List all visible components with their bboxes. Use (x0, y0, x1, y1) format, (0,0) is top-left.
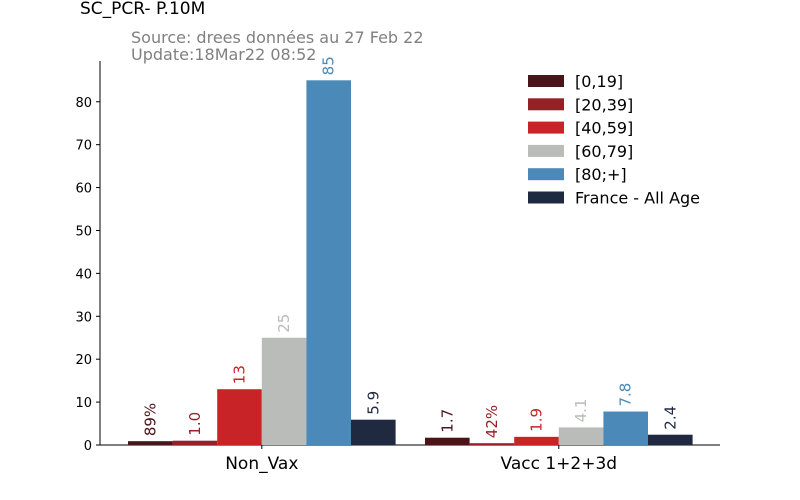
x-tick-label: Vacc 1+2+3d (501, 454, 618, 474)
data-label: 13 (231, 365, 249, 384)
bar (261, 337, 307, 445)
y-tick-label: 40 (75, 267, 92, 282)
legend-swatch (528, 144, 564, 157)
bar (558, 427, 604, 445)
y-tick-label: 10 (75, 396, 92, 411)
data-label: 4.1 (572, 399, 590, 423)
y-tick-label: 80 (75, 96, 92, 111)
bar (514, 436, 559, 445)
bar (172, 440, 218, 445)
axes: 0 10 20 30 40 50 60 70 80 Non_Vax Vacc 1+2+3d (75, 61, 720, 474)
bars: 89% 1.0 13 25 85 5.9 1.7 42% 1.9 4.1 7.8 2.4 (128, 56, 693, 446)
data-label: 1.0 (186, 412, 204, 436)
legend-label: France - All Age (575, 189, 700, 208)
source-note: Source: drees données au 27 Feb 22 (131, 28, 424, 47)
data-label: 2.4 (661, 406, 679, 430)
bar (425, 437, 470, 445)
bar (603, 411, 648, 445)
bar (217, 389, 262, 445)
data-label: 25 (275, 314, 293, 333)
data-label: 1.7 (438, 409, 456, 433)
legend-swatch (528, 98, 564, 111)
legend-swatch (528, 191, 564, 204)
legend-label: [20,39] (575, 95, 633, 114)
y-tick-label: 20 (75, 353, 92, 368)
bar (128, 441, 173, 445)
legend-label: [60,79] (575, 142, 633, 161)
bar (306, 80, 351, 446)
data-label: 85 (320, 56, 338, 75)
bar (648, 434, 693, 445)
legend: [0,19] [20,39] [40,59] [60,79] [80;+] France … (528, 72, 700, 208)
y-tick-label: 70 (75, 139, 92, 154)
y-tick-label: 60 (75, 182, 92, 197)
update-note: Update:18Mar22 08:52 (131, 45, 316, 64)
legend-swatch (528, 168, 564, 181)
data-label: 1.9 (528, 408, 546, 432)
legend-swatch (528, 75, 564, 87)
legend-swatch (528, 121, 564, 134)
legend-label: [0,19] (575, 72, 623, 91)
data-label: 5.9 (364, 391, 382, 415)
data-label: 42% (483, 405, 501, 438)
y-tick-label: 30 (75, 310, 92, 325)
x-tick-label: Non_Vax (225, 454, 298, 474)
bar (351, 419, 396, 445)
bar (469, 443, 515, 445)
data-label: 89% (141, 403, 159, 436)
y-tick-label: 0 (84, 439, 92, 454)
chart-title: SC_PCR- P.10M (80, 0, 205, 19)
data-label: 7.8 (617, 383, 635, 407)
legend-label: [40,59] (575, 119, 633, 138)
legend-label: [80;+] (575, 165, 627, 184)
y-tick-label: 50 (75, 224, 92, 239)
